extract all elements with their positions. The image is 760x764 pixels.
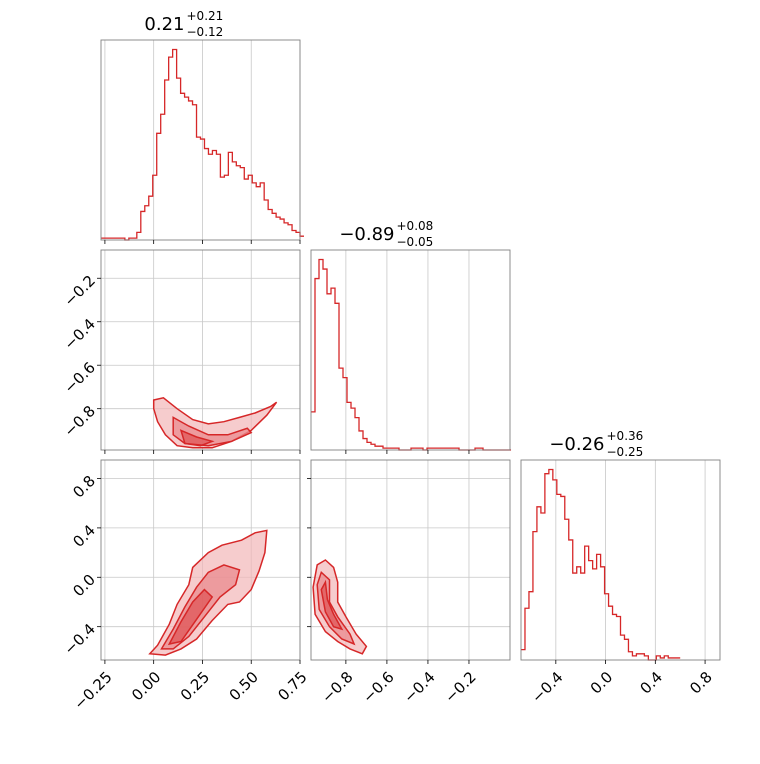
diag-1-background (311, 250, 510, 450)
cross-10-contour-core (179, 429, 215, 447)
cross-21-xtick-label-1: −0.6 (359, 668, 397, 706)
cross-10-contour-inner (172, 416, 253, 447)
cross-21-contour-core (320, 579, 344, 631)
cross-21-xtick-label-2: −0.4 (400, 668, 438, 706)
diag-2-histogram-line (521, 468, 681, 661)
diag-1-panel: −0.89 +0.08 −0.05 (310, 219, 512, 454)
cross-20-content (148, 529, 268, 656)
diag-2-xtick-label-1: 0.0 (587, 668, 617, 698)
cross-20-ytick-label-2: 0.4 (69, 521, 99, 551)
diag-1-title-value: −0.89 (339, 224, 394, 245)
cross-21-content (312, 559, 368, 655)
diag-0-background (101, 40, 300, 240)
cross-20-frame (100, 459, 301, 661)
cross-10-ytick-label-0: −0.8 (61, 402, 99, 440)
diag-1-frame (310, 249, 511, 451)
cross-10-panel: −0.8 −0.6 −0.4 −0.2 (61, 249, 301, 454)
diag-2-xtick-label-2: 0.4 (636, 668, 666, 698)
cross-10-ytick-label-2: −0.4 (61, 315, 99, 353)
cross-10-ytick-label-3: −0.2 (61, 272, 99, 310)
cross-21-frame (310, 459, 511, 661)
diag-2-panel: −0.26 +0.36 −0.25 −0.4 0.0 0.4 0.8 (520, 429, 721, 707)
diag-2-title-plus: +0.36 (607, 429, 644, 443)
cross-20-xtick-label-3: 0.50 (226, 668, 262, 704)
cross-20-panel: −0.25 0.00 0.25 0.50 0.75 −0.4 0.0 0.4 0.8 (61, 459, 311, 713)
cross-21-panel: −0.8 −0.6 −0.4 −0.2 (307, 459, 511, 707)
cross-21-xtick-label-3: −0.2 (441, 668, 479, 706)
cross-20-ytick-label-1: 0.0 (69, 571, 99, 601)
diag-0-histogram-line (101, 48, 304, 241)
diag-2-frame (520, 459, 721, 661)
diag-2-title-minus: −0.25 (607, 445, 644, 459)
diag-0-title-plus: +0.21 (187, 9, 224, 23)
diag-0-frame (100, 39, 301, 241)
diag-0-title-value: 0.21 (144, 14, 184, 35)
cross-20-contour-inner (160, 564, 241, 650)
cross-20-ytick-label-3: 0.8 (69, 472, 99, 502)
cross-10-background (101, 250, 300, 450)
cross-10-ytick-label-1: −0.6 (61, 358, 99, 396)
cross-20-xtick-label-1: 0.00 (128, 668, 164, 704)
cross-20-contour-core (167, 588, 214, 646)
cross-10-content (152, 396, 278, 449)
cross-20-xtick-label-2: 0.25 (177, 668, 213, 704)
diag-2-xtick-label-3: 0.8 (686, 668, 716, 698)
diag-0-panel: 0.21 +0.21 −0.12 (100, 9, 304, 244)
diag-1-title-plus: +0.08 (397, 219, 434, 233)
diag-0-title-minus: −0.12 (187, 25, 224, 39)
cross-20-ytick-label-0: −0.4 (61, 620, 99, 658)
diag-2-xtick-label-0: −0.4 (528, 668, 566, 706)
diag-2-title-value: −0.26 (549, 434, 604, 455)
cross-21-xtick-label-0: −0.8 (318, 668, 356, 706)
cross-20-xtick-label-0: −0.25 (70, 668, 115, 713)
cross-10-frame (100, 249, 301, 451)
diag-1-title-minus: −0.05 (397, 235, 434, 249)
cross-20-xtick-label-4: 0.75 (274, 668, 310, 704)
